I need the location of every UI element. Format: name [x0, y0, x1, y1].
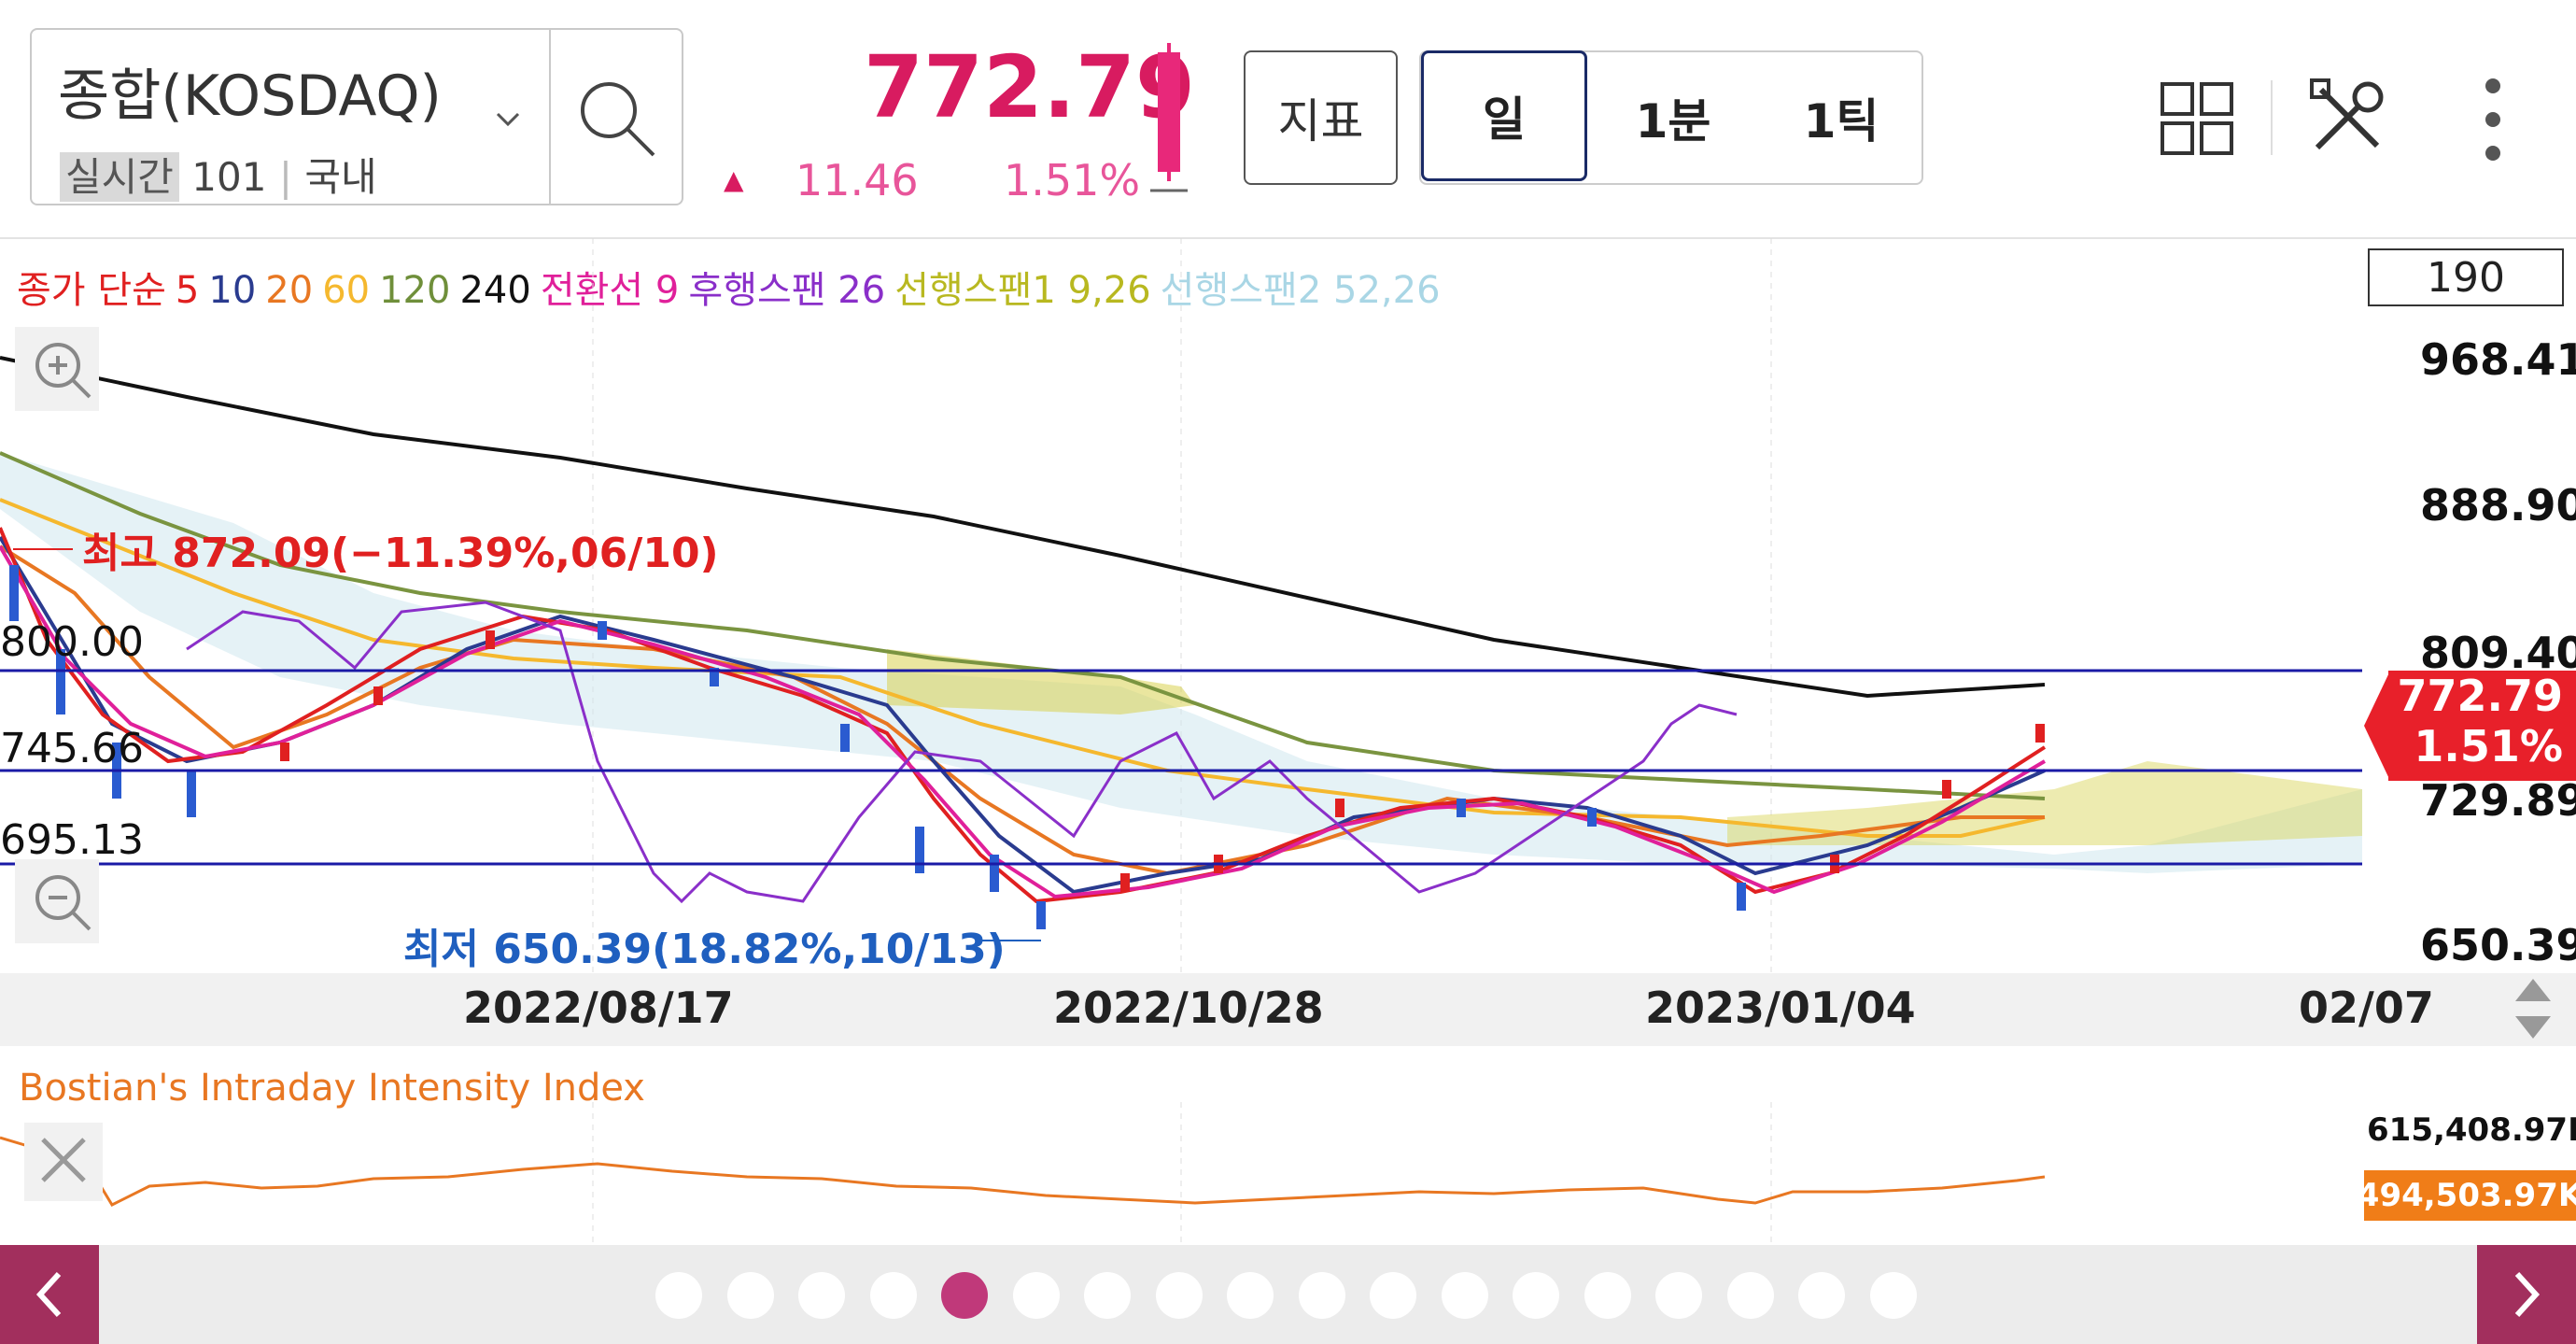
grid-layout-icon[interactable]: [2159, 80, 2237, 159]
search-icon: [581, 82, 655, 157]
zoom-out-icon[interactable]: [15, 859, 99, 943]
page-dot[interactable]: [869, 1272, 917, 1319]
page-dot[interactable]: [655, 1272, 702, 1319]
indicator-legend: 종가 단순 5 10 20 60 120 240 전환선 9 후행스팬 26 선행스팬1 9,26…: [17, 260, 1450, 314]
page-dot[interactable]: [941, 1272, 988, 1319]
chevron-left-icon: [35, 1271, 62, 1318]
y-tick: 729.89: [2420, 775, 2576, 826]
sub-indicator-chart: [0, 1102, 2046, 1242]
sub-indicator-title: Bostian's Intraday Intensity Index: [19, 1067, 645, 1110]
legend-ma5: 5: [175, 269, 200, 312]
page-dot[interactable]: [1441, 1272, 1488, 1319]
low-annotation: 최저 650.39(18.82%,10/13): [403, 926, 1006, 973]
sub-indicator-current-tag: 494,503.97K: [2358, 1170, 2576, 1221]
legend-ma20: 20: [265, 269, 314, 312]
bii-line: [0, 1136, 2046, 1207]
y-tick: 650.39: [2420, 920, 2576, 970]
ma120-line: [0, 451, 2046, 800]
x-axis-bar: [0, 973, 2576, 1046]
tab-1min[interactable]: 1분: [1635, 94, 1711, 149]
up-triangle-icon: ▲: [724, 164, 744, 195]
tools-icon[interactable]: [2308, 77, 2388, 157]
page-dot[interactable]: [1155, 1272, 1203, 1319]
page-dot[interactable]: [1726, 1272, 1774, 1319]
price-change: 11.46: [795, 155, 919, 205]
page-dot[interactable]: [1227, 1272, 1274, 1319]
realtime-badge: 실시간: [60, 152, 179, 202]
legend-conversion: 전환선 9: [540, 269, 680, 312]
tab-1tick[interactable]: 1틱: [1803, 94, 1879, 149]
header-divider: [0, 237, 2576, 239]
next-page-button[interactable]: [2477, 1245, 2576, 1344]
legend-ma120: 120: [379, 269, 451, 312]
period-selector: 일 1분 1틱: [1419, 50, 1923, 185]
ma5-line: [0, 527, 2047, 904]
y-tick: 809.40: [2420, 628, 2576, 678]
legend-ma10: 10: [208, 269, 257, 312]
y-tick: 968.41: [2420, 334, 2576, 385]
search-button[interactable]: [549, 28, 683, 205]
line-695-label: 695.13: [0, 816, 144, 864]
page-dot[interactable]: [1012, 1272, 1060, 1319]
symbol-subinfo: 실시간 101 | 국내: [60, 146, 377, 203]
page-dot[interactable]: [1370, 1272, 1416, 1319]
legend-leading1: 선행스팬1 9,26: [894, 269, 1151, 312]
sub-indicator-max: 615,408.97K: [2367, 1111, 2576, 1149]
line-745-label: 745.66: [0, 725, 144, 772]
realtime-code: 101: [191, 154, 267, 200]
ichimoku-cloud-bull-2: [1727, 761, 2362, 845]
price-chart[interactable]: [0, 238, 2362, 973]
symbol-selector[interactable]: 종합(KOSDAQ) 실시간 101 | 국내: [30, 28, 683, 205]
legend-leading2: 선행스팬2 52,26: [1160, 269, 1441, 312]
prev-page-button[interactable]: [0, 1245, 99, 1344]
pager-bar: [0, 1245, 2576, 1344]
current-price-tag-value: 772.79: [2397, 671, 2563, 721]
lagging-span-line: [186, 601, 1738, 904]
x-tick: 2022/08/17: [463, 983, 734, 1033]
current-price-tag: 772.79 1.51%: [2388, 671, 2576, 781]
legend-ma60: 60: [322, 269, 371, 312]
close-subchart-icon[interactable]: [24, 1123, 103, 1201]
high-annotation: 최고 872.09(−11.39%,06/10): [82, 530, 719, 577]
x-tick: 02/07: [2299, 983, 2434, 1033]
zoom-in-icon[interactable]: [15, 327, 99, 411]
current-price-tag-pct: 1.51%: [2414, 721, 2563, 771]
line-800-label: 800.00: [0, 618, 144, 666]
symbol-name: 종합(KOSDAQ): [58, 64, 442, 129]
page-dot[interactable]: [1584, 1272, 1631, 1319]
ma240-line: [0, 356, 2046, 699]
page-dot[interactable]: [1655, 1272, 1702, 1319]
ma60-line: [0, 498, 2046, 838]
resize-handle-icon[interactable]: [2510, 975, 2556, 1042]
page-dot[interactable]: [1869, 1272, 1917, 1319]
legend-ma240: 240: [459, 269, 531, 312]
ichimoku-cloud-bull: [887, 649, 1195, 714]
page-dot[interactable]: [1798, 1272, 1845, 1319]
page-dot[interactable]: [1298, 1272, 1345, 1319]
ichimoku-cloud: [0, 453, 2362, 873]
current-price: 772.79: [864, 37, 1196, 137]
page-dot[interactable]: [1513, 1272, 1559, 1319]
chevron-down-icon[interactable]: [494, 105, 522, 133]
x-tick: 2022/10/28: [1053, 983, 1324, 1033]
x-tick: 2023/01/04: [1645, 983, 1916, 1033]
legend-lagging: 후행스팬 26: [688, 269, 886, 312]
page-dot[interactable]: [798, 1272, 845, 1319]
market-label: 국내: [304, 154, 377, 200]
more-menu-icon[interactable]: [2479, 75, 2507, 168]
page-dot[interactable]: [726, 1272, 774, 1319]
divider: [2271, 80, 2273, 155]
price-tag-arrow: [2364, 671, 2390, 781]
chevron-right-icon: [2514, 1271, 2541, 1318]
indicator-button[interactable]: 지표: [1244, 50, 1398, 185]
legend-close: 종가 단순: [17, 269, 166, 312]
candle-icon: [1150, 43, 1188, 192]
price-change-pct: 1.51%: [1004, 155, 1141, 205]
tab-day[interactable]: 일: [1421, 50, 1587, 181]
y-tick: 888.90: [2420, 480, 2576, 531]
page-dot[interactable]: [1084, 1272, 1131, 1319]
visible-count-box[interactable]: 190: [2368, 248, 2564, 306]
